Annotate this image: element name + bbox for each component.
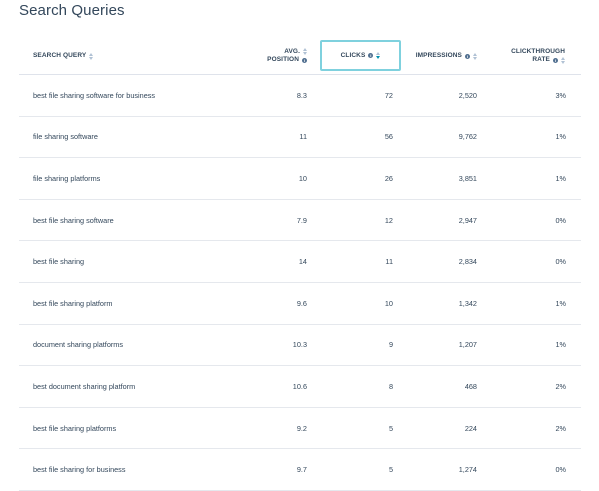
column-header-label: SEARCH QUERY [33, 52, 87, 59]
column-header-clickthrough-rate[interactable]: CLICKTHROUGH RATE i [511, 38, 565, 74]
table-row: best file sharing platforms 9.2 5 224 2% [19, 408, 581, 450]
impressions-cell: 224 [464, 423, 477, 433]
table-row: best file sharing software 7.9 12 2,947 … [19, 200, 581, 242]
impressions-cell: 468 [464, 381, 477, 391]
column-header-label-line2: POSITION [267, 56, 299, 64]
info-icon[interactable]: i [302, 57, 307, 63]
impressions-cell: 1,342 [458, 298, 477, 308]
table-row: best file sharing 14 11 2,834 0% [19, 241, 581, 283]
sort-icon[interactable] [561, 56, 565, 64]
avg-position-cell: 9.7 [296, 465, 307, 475]
avg-position-cell: 9.2 [296, 423, 307, 433]
avg-position-cell: 11 [299, 132, 307, 142]
clicks-cell: 12 [384, 215, 393, 225]
column-header-label: CLICKS [340, 51, 366, 59]
clickthrough-rate-cell: 0% [555, 215, 566, 225]
info-icon[interactable]: i [368, 53, 374, 58]
impressions-cell: 3,851 [458, 173, 477, 183]
impressions-cell: 1,274 [458, 465, 477, 475]
column-header-avg-position[interactable]: AVG. POSITION i [267, 38, 307, 74]
avg-position-cell: 14 [298, 257, 307, 267]
search-query-cell: best file sharing software for business [33, 90, 156, 100]
clicks-cell: 5 [388, 423, 393, 433]
clicks-cell: 9 [388, 340, 393, 350]
clickthrough-rate-cell: 1% [555, 173, 566, 183]
clicks-cell: 5 [388, 465, 393, 475]
clickthrough-rate-cell: 0% [555, 465, 566, 475]
table-row: best document sharing platform 10.6 8 46… [19, 366, 581, 408]
column-header-clicks[interactable]: CLICKS i [320, 40, 401, 71]
search-query-cell: file sharing platforms [33, 173, 101, 183]
sort-icon[interactable] [303, 47, 307, 55]
clickthrough-rate-cell: 1% [555, 340, 566, 350]
clicks-cell: 56 [384, 132, 393, 142]
table-body: best file sharing software for business … [19, 75, 581, 491]
avg-position-cell: 10.3 [292, 340, 307, 350]
impressions-cell: 1,207 [458, 340, 477, 350]
avg-position-cell: 9.6 [296, 298, 307, 308]
page-title: Search Queries [19, 2, 125, 19]
impressions-cell: 9,762 [458, 132, 477, 142]
search-query-cell: best document sharing platform [33, 381, 136, 391]
impressions-cell: 2,520 [458, 90, 477, 100]
clicks-cell: 11 [385, 257, 393, 267]
avg-position-cell: 10.6 [292, 381, 307, 391]
search-query-cell: best file sharing platforms [33, 423, 117, 433]
avg-position-cell: 10 [298, 173, 307, 183]
clicks-cell: 72 [384, 90, 393, 100]
table-row: file sharing platforms 10 26 3,851 1% [19, 158, 581, 200]
table-row: best file sharing platform 9.6 10 1,342 … [19, 283, 581, 325]
column-header-impressions[interactable]: IMPRESSIONS i [416, 38, 477, 74]
search-queries-table: SEARCH QUERY AVG. POSITION i CLICKS i IM… [19, 38, 581, 491]
search-query-cell: best file sharing platform [33, 298, 113, 308]
table-row: document sharing platforms 10.3 9 1,207 … [19, 325, 581, 367]
clickthrough-rate-cell: 3% [555, 90, 566, 100]
clickthrough-rate-cell: 1% [555, 132, 566, 142]
search-query-cell: best file sharing software [33, 215, 114, 225]
column-header-label-line1: CLICKTHROUGH [511, 48, 565, 55]
column-header-label: IMPRESSIONS [415, 52, 462, 59]
info-icon[interactable]: i [553, 57, 558, 63]
impressions-cell: 2,834 [458, 257, 477, 267]
avg-position-cell: 7.9 [296, 215, 307, 225]
clickthrough-rate-cell: 2% [555, 423, 566, 433]
table-header: SEARCH QUERY AVG. POSITION i CLICKS i IM… [19, 38, 581, 75]
clickthrough-rate-cell: 2% [555, 381, 566, 391]
table-row: best file sharing for business 9.7 5 1,2… [19, 449, 581, 491]
clicks-cell: 10 [384, 298, 393, 308]
table-row: file sharing software 11 56 9,762 1% [19, 117, 581, 159]
search-query-cell: best file sharing for business [33, 465, 126, 475]
search-query-cell: best file sharing [33, 257, 85, 267]
clickthrough-rate-cell: 0% [555, 257, 566, 267]
impressions-cell: 2,947 [458, 215, 477, 225]
search-query-cell: document sharing platforms [33, 340, 124, 350]
clicks-cell: 8 [388, 381, 393, 391]
sort-icon[interactable] [89, 52, 94, 60]
avg-position-cell: 8.3 [296, 90, 307, 100]
column-header-label-line2: RATE [532, 56, 550, 63]
sort-descending-icon[interactable] [376, 52, 381, 59]
info-icon[interactable]: i [465, 53, 470, 59]
clickthrough-rate-cell: 1% [555, 298, 566, 308]
table-row: best file sharing software for business … [19, 75, 581, 117]
search-query-cell: file sharing software [33, 132, 98, 142]
column-header-label-line1: AVG. [284, 48, 300, 56]
clicks-cell: 26 [384, 173, 393, 183]
column-header-search-query[interactable]: SEARCH QUERY [33, 38, 94, 74]
sort-icon[interactable] [473, 52, 477, 60]
